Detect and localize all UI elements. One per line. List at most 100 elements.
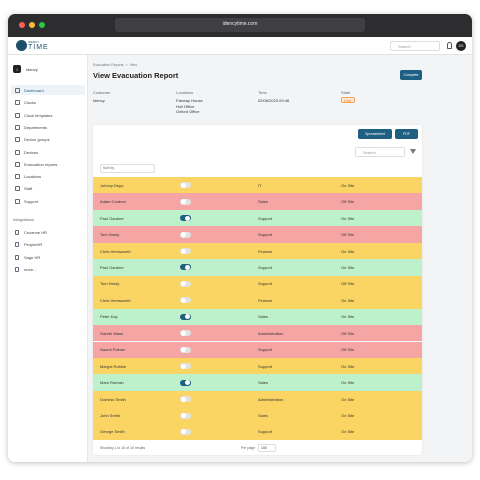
min-dot[interactable] xyxy=(29,22,35,28)
row-status: Off Site xyxy=(341,281,355,287)
row-status: On Site xyxy=(341,182,355,188)
pdf-label: PDF xyxy=(403,131,410,136)
row-status: On Site xyxy=(341,264,355,270)
toggle-knob xyxy=(180,429,186,435)
toggle-knob xyxy=(180,413,186,419)
table-row xyxy=(93,390,422,408)
row-name: John Smith xyxy=(100,413,121,419)
row-department: Administration xyxy=(258,396,284,402)
complete-button[interactable] xyxy=(400,70,422,80)
integration-icon xyxy=(15,230,19,235)
toggle-knob xyxy=(185,264,190,270)
row-status: Off Site xyxy=(341,232,355,238)
presence-toggle[interactable] xyxy=(180,280,191,287)
integration-icon xyxy=(15,266,19,272)
presence-toggle[interactable] xyxy=(180,363,191,370)
nav-icon xyxy=(15,124,20,130)
info-value: 02/06/2023 09:48 xyxy=(258,98,290,103)
row-name: George Smith xyxy=(100,429,125,435)
nav-item[interactable]: Locations xyxy=(24,174,42,180)
state-badge xyxy=(341,97,355,103)
table-search-placeholder: Search xyxy=(363,149,376,155)
row-status: On Site xyxy=(341,380,355,386)
nav-item[interactable]: Evacuation reports xyxy=(24,161,58,167)
nav-item[interactable]: Departments xyxy=(24,124,47,130)
presence-toggle[interactable] xyxy=(180,330,191,337)
header-search[interactable] xyxy=(390,41,440,51)
nav-item[interactable]: Support xyxy=(24,198,39,204)
integration-icon xyxy=(15,254,19,260)
close-dot[interactable] xyxy=(19,22,25,28)
table-footer: Showing 1 to 16 of 16 results xyxy=(100,446,146,450)
avatar[interactable] xyxy=(456,41,466,51)
row-name: Chris Hemsworth xyxy=(100,248,131,254)
row-status: On Site xyxy=(341,297,355,303)
nav-icon xyxy=(15,198,20,204)
presence-toggle[interactable] xyxy=(180,297,191,304)
nav-item[interactable]: Dashboard xyxy=(24,88,44,93)
row-name: Naomi Palmer xyxy=(100,347,126,353)
per-page-select[interactable] xyxy=(258,444,276,452)
toggle-knob xyxy=(185,215,190,221)
nav-item[interactable]: Device groups xyxy=(24,137,50,143)
toggle-knob xyxy=(185,314,190,320)
row-name: Dominic Smith xyxy=(100,396,126,402)
row-name: Johnny Depp xyxy=(100,182,124,188)
bell[interactable] xyxy=(447,42,452,49)
table-row xyxy=(93,209,422,227)
table-row xyxy=(93,177,422,194)
integrations-title: Integrations xyxy=(13,217,34,222)
presence-toggle[interactable] xyxy=(180,346,191,353)
table-search[interactable] xyxy=(355,147,405,157)
presence-toggle[interactable] xyxy=(180,182,191,189)
nav-icon xyxy=(15,161,20,167)
integration-item[interactable]: Sage HR xyxy=(24,254,41,260)
info-value: Idency xyxy=(93,98,105,103)
toggle-knob xyxy=(185,380,190,386)
max-dot[interactable] xyxy=(39,22,45,28)
presence-toggle[interactable] xyxy=(180,231,191,238)
integration-item[interactable]: Cezanne HR xyxy=(24,230,47,235)
info-value: Fairway House xyxy=(176,98,203,103)
presence-toggle[interactable] xyxy=(180,412,191,419)
row-department: Support xyxy=(258,264,273,270)
row-status: Off Site xyxy=(341,199,355,205)
integration-item[interactable]: PeopleHR xyxy=(24,242,43,248)
avatar-initials: DS xyxy=(458,43,464,48)
page-title: View Evacuation Report xyxy=(93,71,179,80)
presence-toggle[interactable] xyxy=(180,248,191,255)
logo-top: IDENCY xyxy=(28,40,40,44)
nav-item[interactable]: Clocks xyxy=(24,100,37,106)
row-department: Finance xyxy=(258,297,273,303)
toggle-knob xyxy=(180,281,186,287)
per-page-label: Per page xyxy=(241,446,256,450)
row-department: Support xyxy=(258,281,273,287)
nav-item[interactable]: Staff xyxy=(24,186,33,192)
nav-item[interactable]: Clock templates xyxy=(24,112,53,118)
presence-toggle[interactable] xyxy=(180,428,191,435)
integration-item[interactable]: more... xyxy=(24,266,37,272)
presence-toggle[interactable] xyxy=(180,396,191,403)
workspace-badge[interactable] xyxy=(13,65,21,73)
row-name: Margot Robbie xyxy=(100,363,127,369)
toggle-knob xyxy=(180,199,186,205)
row-status: On Site xyxy=(341,396,355,402)
table-row xyxy=(93,407,422,424)
presence-toggle[interactable] xyxy=(180,198,191,205)
url-bar[interactable] xyxy=(115,18,365,32)
info-value: Live xyxy=(344,98,352,103)
spreadsheet-button[interactable] xyxy=(358,129,392,139)
nav-icon xyxy=(15,174,20,180)
sort-label: Sort by xyxy=(103,166,115,170)
nav-icon xyxy=(15,137,20,143)
table-row xyxy=(93,292,422,309)
nav-icon xyxy=(15,149,20,155)
sort-select[interactable] xyxy=(100,164,155,173)
nav-item[interactable]: Devices xyxy=(24,149,39,155)
filter-icon[interactable] xyxy=(410,149,416,154)
row-status: On Site xyxy=(341,215,355,221)
pdf-button[interactable] xyxy=(395,129,418,139)
url: idencytime.com xyxy=(222,21,258,27)
table-row xyxy=(93,325,422,342)
